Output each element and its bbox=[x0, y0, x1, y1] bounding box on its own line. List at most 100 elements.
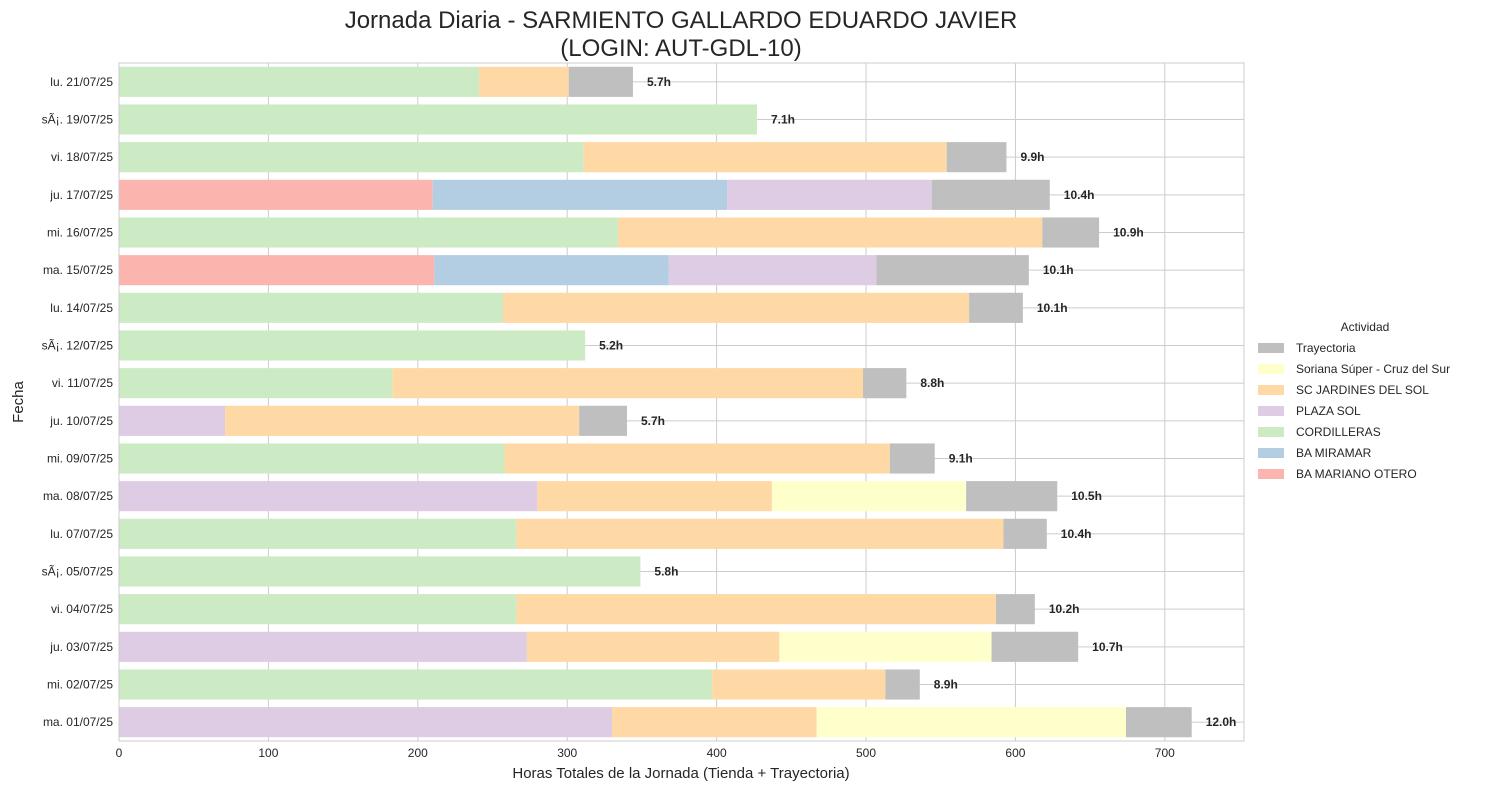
y-tick-label: lu. 14/07/25 bbox=[50, 301, 113, 315]
y-tick-label: ma. 15/07/25 bbox=[43, 263, 113, 277]
bar-segment-sc-jardines-del-sol bbox=[618, 217, 1043, 248]
legend-swatch-cordilleras bbox=[1258, 427, 1284, 437]
bar-segment-plaza-sol bbox=[119, 707, 613, 738]
legend-label: BA MIRAMAR bbox=[1296, 446, 1372, 460]
bar-segment-cordilleras bbox=[119, 292, 503, 323]
x-tick-label: 400 bbox=[707, 746, 727, 760]
bar-segment-trayectoria bbox=[946, 142, 1007, 173]
y-tick-label: ma. 08/07/25 bbox=[43, 489, 113, 503]
bar-segment-soriana-s-per-cruz-del-sur bbox=[779, 631, 992, 662]
bar-segment-plaza-sol bbox=[119, 631, 527, 662]
total-hours-label: 5.7h bbox=[641, 414, 665, 428]
bar-segment-trayectoria bbox=[931, 179, 1050, 210]
y-tick-label: vi. 11/07/25 bbox=[52, 376, 113, 390]
y-axis-label: Fecha bbox=[10, 381, 27, 423]
x-tick-label: 100 bbox=[258, 746, 278, 760]
y-tick-label: sÃ¡. 19/07/25 bbox=[42, 113, 114, 127]
x-tick-label: 600 bbox=[1005, 746, 1025, 760]
total-hours-label: 9.1h bbox=[949, 452, 973, 466]
y-tick-label: vi. 18/07/25 bbox=[51, 150, 113, 164]
legend-label: SC JARDINES DEL SOL bbox=[1296, 383, 1429, 397]
bar-segment-cordilleras bbox=[119, 104, 757, 135]
total-hours-label: 5.7h bbox=[647, 75, 671, 89]
legend-swatch-ba-mariano-otero bbox=[1258, 469, 1284, 479]
total-labels: 5.7h 7.1h 9.9h 10.4h 10.9h 10.1h 10.1h 5.2h 8.8h… bbox=[599, 75, 1236, 729]
legend-label: Soriana Súper - Cruz del Sur bbox=[1296, 362, 1450, 376]
bar-segment-sc-jardines-del-sol bbox=[516, 518, 1004, 549]
bar-segment-plaza-sol bbox=[119, 405, 226, 436]
bar-segment-trayectoria bbox=[1003, 518, 1047, 549]
legend-items: Trayectoria Soriana Súper - Cruz del Sur S… bbox=[1258, 341, 1450, 481]
legend-label: PLAZA SOL bbox=[1296, 404, 1361, 418]
y-tick-label: ju. 17/07/25 bbox=[49, 188, 113, 202]
bars-layer bbox=[119, 66, 1192, 738]
bar-segment-cordilleras bbox=[119, 669, 713, 700]
total-hours-label: 10.4h bbox=[1061, 527, 1092, 541]
bar-segment-trayectoria bbox=[966, 481, 1058, 512]
total-hours-label: 10.9h bbox=[1113, 226, 1144, 240]
bar-segment-cordilleras bbox=[119, 330, 586, 361]
y-tick-label: mi. 02/07/25 bbox=[47, 678, 113, 692]
total-hours-label: 10.1h bbox=[1043, 263, 1074, 277]
total-hours-label: 10.5h bbox=[1071, 489, 1102, 503]
x-tick-label: 500 bbox=[856, 746, 876, 760]
bar-segment-trayectoria bbox=[969, 292, 1023, 323]
bar-segment-trayectoria bbox=[889, 443, 935, 474]
bar-segment-soriana-s-per-cruz-del-sur bbox=[771, 481, 967, 512]
bar-segment-sc-jardines-del-sol bbox=[526, 631, 780, 662]
y-tick-label: mi. 09/07/25 bbox=[47, 452, 113, 466]
legend-swatch-plaza-sol bbox=[1258, 406, 1284, 416]
chart-title-line-2: (LOGIN: AUT-GDL-10) bbox=[560, 35, 801, 62]
bar-segment-ba-miramar bbox=[432, 179, 728, 210]
y-ticks: lu. 21/07/25 sÃ¡. 19/07/25 vi. 18/07/25 ju.… bbox=[42, 75, 114, 729]
x-tick-label: 200 bbox=[408, 746, 428, 760]
y-tick-label: lu. 21/07/25 bbox=[50, 75, 113, 89]
total-hours-label: 10.4h bbox=[1064, 188, 1095, 202]
bar-segment-plaza-sol bbox=[668, 255, 877, 286]
total-hours-label: 5.2h bbox=[599, 339, 623, 353]
bar-segment-sc-jardines-del-sol bbox=[583, 142, 947, 173]
y-tick-label: sÃ¡. 05/07/25 bbox=[42, 565, 114, 579]
x-ticks: 0 100 200 300 400 500 600 700 bbox=[116, 746, 1175, 760]
bar-segment-sc-jardines-del-sol bbox=[225, 405, 580, 436]
legend-swatch-trayectoria bbox=[1258, 343, 1284, 353]
total-hours-label: 12.0h bbox=[1206, 715, 1237, 729]
bar-segment-sc-jardines-del-sol bbox=[612, 707, 817, 738]
legend-label: CORDILLERAS bbox=[1296, 425, 1381, 439]
bar-segment-trayectoria bbox=[863, 368, 907, 399]
bar-segment-sc-jardines-del-sol bbox=[504, 443, 890, 474]
legend-label: BA MARIANO OTERO bbox=[1296, 467, 1417, 481]
bar-segment-soriana-s-per-cruz-del-sur bbox=[816, 707, 1126, 738]
bar-segment-trayectoria bbox=[991, 631, 1079, 662]
bar-segment-cordilleras bbox=[119, 556, 641, 587]
bar-segment-plaza-sol bbox=[727, 179, 932, 210]
legend-swatch-sc-jardines-del-sol bbox=[1258, 385, 1284, 395]
total-hours-label: 8.8h bbox=[920, 376, 944, 390]
total-hours-label: 7.1h bbox=[771, 113, 795, 127]
y-tick-label: ju. 10/07/25 bbox=[49, 414, 113, 428]
bar-segment-trayectoria bbox=[876, 255, 1029, 286]
total-hours-label: 10.7h bbox=[1092, 640, 1123, 654]
bar-segment-cordilleras bbox=[119, 66, 480, 97]
bar-segment-sc-jardines-del-sol bbox=[479, 66, 569, 97]
bar-segment-sc-jardines-del-sol bbox=[537, 481, 772, 512]
y-tick-label: ma. 01/07/25 bbox=[43, 715, 113, 729]
bar-segment-plaza-sol bbox=[119, 481, 538, 512]
bar-segment-trayectoria bbox=[885, 669, 920, 700]
bar-segment-trayectoria bbox=[995, 594, 1035, 625]
bar-segment-trayectoria bbox=[579, 405, 627, 436]
legend-title: Actividad bbox=[1341, 320, 1390, 334]
x-axis-label: Horas Totales de la Jornada (Tienda + Tr… bbox=[512, 765, 849, 782]
total-hours-label: 9.9h bbox=[1020, 150, 1044, 164]
legend-label: Trayectoria bbox=[1296, 341, 1356, 355]
legend: Actividad Trayectoria Soriana Súper - Cru… bbox=[1258, 320, 1450, 481]
y-tick-label: mi. 16/07/25 bbox=[47, 226, 113, 240]
total-hours-label: 10.1h bbox=[1037, 301, 1068, 315]
bar-segment-ba-mariano-otero bbox=[119, 179, 433, 210]
bar-segment-cordilleras bbox=[119, 443, 505, 474]
total-hours-label: 8.9h bbox=[934, 678, 958, 692]
total-hours-label: 10.2h bbox=[1049, 602, 1080, 616]
x-tick-label: 0 bbox=[116, 746, 123, 760]
bar-segment-cordilleras bbox=[119, 368, 393, 399]
